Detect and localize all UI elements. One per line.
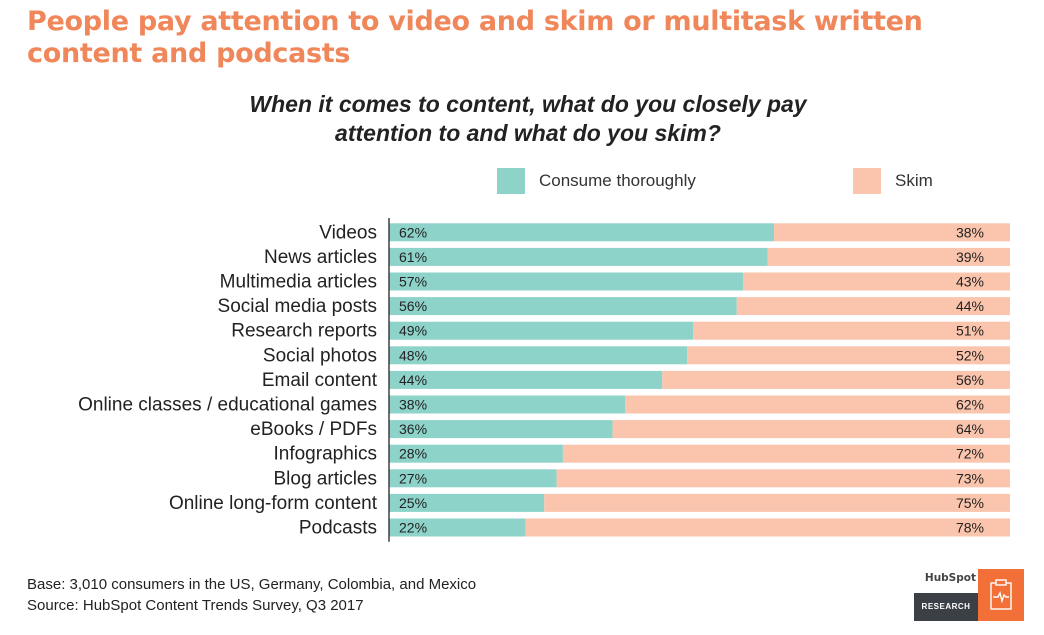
logo-label: RESEARCH [921, 602, 971, 611]
category-label: Online classes / educational games [78, 395, 377, 416]
data-label: 61% [399, 249, 427, 265]
category-label: Email content [262, 370, 378, 391]
category-label: Social photos [263, 345, 377, 366]
data-label: 22% [399, 520, 427, 536]
bar-segment-social-media-posts-consume [389, 297, 737, 316]
data-label: 44% [956, 298, 984, 314]
data-label: 57% [399, 274, 427, 290]
data-label: 36% [399, 421, 427, 437]
data-label: 56% [399, 298, 427, 314]
bar-segment-videos-consume [389, 223, 775, 242]
data-label: 49% [399, 323, 427, 339]
bar-segment-research-reports-consume [389, 321, 694, 340]
logo-brand: HubSpot [924, 572, 976, 584]
category-label: eBooks / PDFs [250, 419, 377, 440]
data-label: 38% [399, 397, 427, 413]
data-label: 44% [399, 372, 427, 388]
data-label: 62% [956, 397, 984, 413]
category-label: Multimedia articles [220, 272, 377, 293]
bar-segment-podcasts-skim [525, 518, 1010, 537]
category-label: Social media posts [218, 296, 377, 317]
data-label: 75% [956, 495, 984, 511]
category-label: News articles [264, 247, 377, 268]
footer-source: Source: HubSpot Content Trends Survey, Q… [27, 597, 364, 614]
data-label: 51% [956, 323, 984, 339]
bar-segment-ebooks-pdfs-skim [612, 420, 1010, 439]
bar-segment-multimedia-articles-consume [389, 272, 743, 291]
bar-segment-online-classes-educational-games-consume [389, 395, 625, 414]
data-label: 52% [956, 347, 984, 363]
bar-segment-ebooks-pdfs-consume [389, 420, 613, 439]
hubspot-research-logo: HubSpot RESEARCH [914, 569, 1024, 621]
bar-segment-blog-articles-consume [389, 469, 557, 488]
chart-title: When it comes to content, what do you cl… [200, 90, 856, 148]
chart-title-line-1: When it comes to content, what do you cl… [249, 91, 807, 117]
category-label: Videos [319, 222, 377, 243]
category-label: Research reports [231, 321, 377, 342]
logo-label-bar: RESEARCH [914, 593, 978, 621]
legend-item-consume-thoroughly: Consume thoroughly [497, 168, 696, 194]
data-label: 78% [956, 520, 984, 536]
legend-item-skim: Skim [853, 168, 933, 194]
bar-segment-multimedia-articles-skim [742, 272, 1010, 291]
bar-segment-email-content-consume [389, 370, 663, 389]
chart-title-line-2: attention to and what do you skim? [335, 120, 721, 146]
category-label: Online long-form content [169, 493, 378, 514]
bar-segment-social-photos-consume [389, 346, 688, 365]
bar-segment-social-photos-skim [687, 346, 1010, 365]
bar-segment-email-content-skim [662, 370, 1010, 389]
category-label: Infographics [273, 444, 377, 465]
data-label: 56% [956, 372, 984, 388]
data-label: 39% [956, 249, 984, 265]
bar-segment-podcasts-consume [389, 518, 526, 537]
data-label: 48% [399, 347, 427, 363]
data-label: 27% [399, 470, 427, 486]
bar-segment-research-reports-skim [693, 321, 1010, 340]
bar-segment-news-articles-consume [389, 247, 768, 266]
bar-segment-news-articles-skim [767, 247, 1010, 266]
legend-label-skim: Skim [895, 171, 933, 190]
headline-line-1: People pay attention to video and skim o… [27, 6, 923, 37]
data-label: 38% [956, 224, 984, 240]
data-label: 73% [956, 470, 984, 486]
bar-segment-infographics-skim [562, 444, 1010, 463]
bar-segment-social-media-posts-skim [736, 297, 1010, 316]
headline-line-2: content and podcasts [27, 38, 351, 69]
clipboard-pulse-icon [978, 569, 1024, 621]
legend-swatch-consume-thoroughly [497, 168, 525, 194]
bar-segment-online-long-form-content-skim [544, 493, 1010, 512]
category-label: Podcasts [299, 518, 377, 539]
stacked-bar-chart: Videos 62% 38% News articles 61% 39% Multimedi… [78, 218, 1010, 542]
headline: People pay attention to video and skim o… [27, 6, 1017, 70]
bar-segment-online-classes-educational-games-skim [624, 395, 1010, 414]
data-label: 25% [399, 495, 427, 511]
data-label: 64% [956, 421, 984, 437]
data-label: 43% [956, 274, 984, 290]
bar-segment-online-long-form-content-consume [389, 493, 545, 512]
bar-segment-blog-articles-skim [556, 469, 1010, 488]
category-label: Blog articles [274, 468, 378, 489]
legend-label-consume-thoroughly: Consume thoroughly [539, 171, 696, 190]
data-label: 72% [956, 446, 984, 462]
bar-segment-infographics-consume [389, 444, 563, 463]
data-label: 28% [399, 446, 427, 462]
data-label: 62% [399, 224, 427, 240]
legend-swatch-skim [853, 168, 881, 194]
bar-segment-videos-skim [774, 223, 1010, 242]
footer-base: Base: 3,010 consumers in the US, Germany… [27, 576, 477, 593]
